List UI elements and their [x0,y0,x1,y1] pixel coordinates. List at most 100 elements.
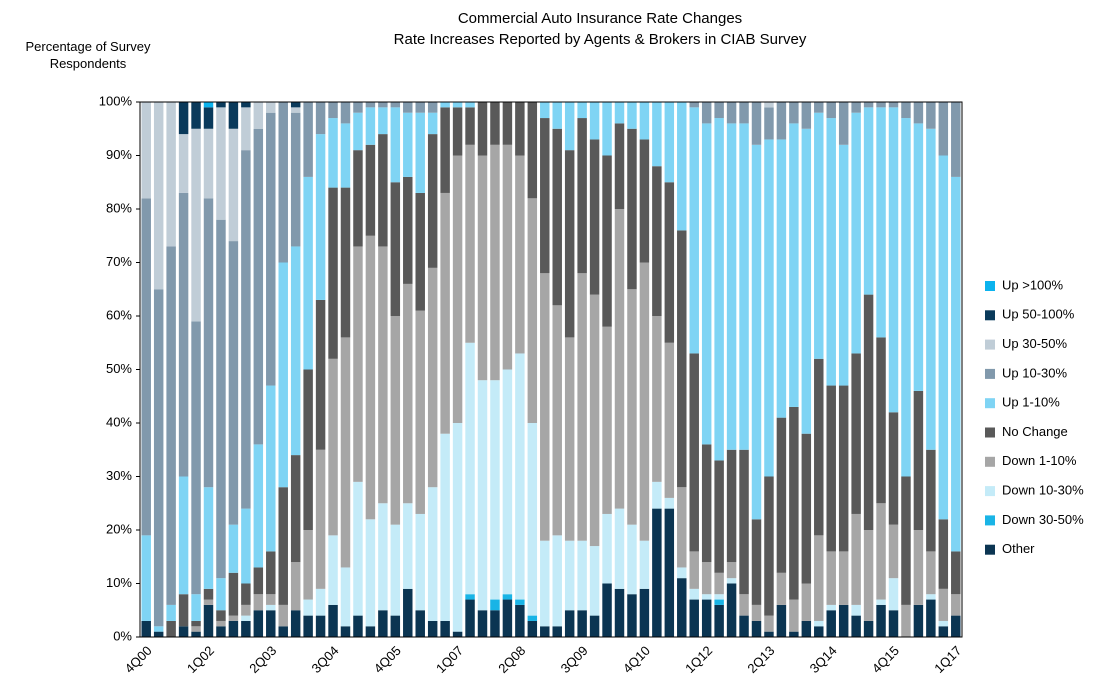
bar-segment [726,449,737,563]
bar-segment [403,112,413,177]
bar-segment [515,604,525,637]
bar-segment [602,326,612,514]
bar-segment [365,519,376,627]
bar-segment [639,540,650,589]
bar-segment [739,594,749,616]
bar-segment [266,385,276,552]
bar-segment [303,599,313,616]
bar-segment [701,599,712,637]
bar-segment [602,583,612,637]
bar-segment [714,599,724,605]
bar-segment [564,150,575,338]
bar-segment [228,572,239,616]
bar-segment [540,540,550,627]
bar-segment [427,112,438,135]
bar-segment [838,102,849,145]
bar-segment [253,610,264,637]
bar-segment [540,626,550,637]
bar-segment [266,604,276,611]
bar-segment [863,107,874,295]
bar-segment [552,305,562,536]
bar-segment [664,182,675,343]
bar-segment [851,604,861,616]
bar-segment [776,604,787,637]
chart-title: Commercial Auto Insurance Rate Changes [457,10,743,27]
bar-segment [353,615,363,637]
bar-segment [701,102,712,124]
bar-segment [266,102,276,113]
bar-segment [452,423,463,632]
bar-segment [340,102,351,124]
bar-segment [353,150,363,247]
x-tick-label: 4Q10 [620,643,653,676]
bar-segment [701,123,712,445]
legend-swatch [985,427,995,438]
bar-segment [378,503,388,611]
bar-segment [153,289,164,627]
bar-segment [452,631,463,637]
bar-segment [714,604,724,637]
bar-segment [726,102,737,124]
bar-segment [701,594,712,600]
bar-segment [266,551,276,595]
bar-segment [876,102,886,108]
bar-segment [851,353,861,514]
bar-segment [826,551,836,605]
bar-segment [452,155,463,423]
bar-segment [365,626,376,637]
bar-segment [378,134,388,247]
bar-segment [502,594,513,600]
bar-segment [191,626,201,632]
bar-segment [328,358,338,536]
bar-segment [888,102,899,108]
bar-segment [490,380,500,600]
bar-segment [789,123,799,407]
bar-segment [527,423,538,616]
bar-segment [689,107,699,354]
bar-segment [789,102,799,124]
bar-segment [652,481,662,509]
bar-segment [141,620,151,637]
legend-swatch [985,456,995,467]
bar-segment [664,497,675,509]
legend-swatch [985,544,995,555]
bar-segment [552,128,562,306]
bar-segment [639,139,650,263]
y-tick-label: 0% [113,628,132,643]
bar-segment [677,230,687,488]
bar-segment [527,615,538,621]
y-tick-label: 50% [106,361,132,376]
bar-segment [589,615,600,637]
bar-segment [303,176,313,370]
bar-segment [440,433,450,621]
bar-segment [726,578,737,584]
bar-segment [577,273,587,541]
bar-segment [552,626,562,637]
bar-segment [801,583,812,621]
bar-segment [290,610,301,637]
legend-swatch [985,281,995,291]
bar-segment [228,615,239,621]
bar-segment [365,235,376,520]
bar-segment [564,610,575,637]
bar-segment [315,102,326,135]
bar-segment [564,337,575,541]
bar-segment [278,102,288,263]
bar-segment [926,551,936,595]
bar-segment [440,107,450,193]
bar-segment [228,102,239,129]
bar-segment [776,102,787,140]
bar-segment [241,102,251,108]
bar-segment [726,123,737,450]
bar-segment [378,610,388,637]
bar-segment [789,599,799,632]
y-tick-label: 10% [106,575,132,590]
legend-label: Down 30-50% [1002,512,1084,527]
bar-segment [403,283,413,504]
bar-segment [913,530,924,605]
bar-segment [403,588,413,637]
bar-segment [427,620,438,637]
bar-segment [191,631,201,637]
bar-segment [764,107,774,140]
